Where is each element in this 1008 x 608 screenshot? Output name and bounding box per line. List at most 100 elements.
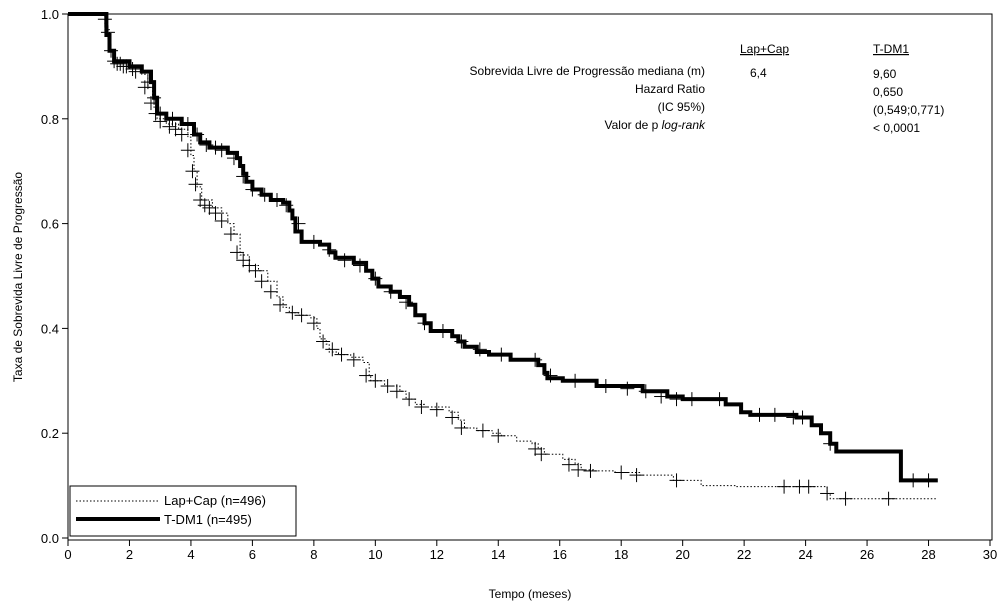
censor-mark bbox=[273, 297, 288, 312]
censor-mark bbox=[629, 468, 644, 483]
censor-mark bbox=[97, 12, 112, 27]
censor-mark bbox=[263, 284, 278, 299]
censor-mark bbox=[242, 258, 257, 273]
censor-mark bbox=[294, 308, 309, 323]
censor-mark bbox=[208, 206, 223, 221]
legend-box bbox=[69, 485, 297, 537]
censor-mark bbox=[190, 127, 205, 142]
censor-mark bbox=[162, 119, 177, 134]
x-tick-label: 26 bbox=[860, 547, 874, 562]
x-tick-label: 4 bbox=[187, 547, 194, 562]
censor-mark bbox=[359, 368, 374, 383]
censor-mark bbox=[116, 59, 131, 74]
censor-mark bbox=[881, 491, 896, 506]
censor-mark bbox=[752, 407, 767, 422]
censor-mark bbox=[402, 392, 417, 407]
censor-mark bbox=[445, 410, 460, 425]
censor-mark bbox=[838, 491, 853, 506]
x-tick-label: 6 bbox=[249, 547, 256, 562]
annotation-table: Lap+Cap T-DM1 Sobrevida Livre de Progres… bbox=[470, 42, 945, 135]
y-tick-label: 0.6 bbox=[41, 217, 59, 232]
legend-label-lapcap: Lap+Cap (n=496) bbox=[164, 493, 266, 508]
series-group bbox=[68, 12, 938, 506]
x-tick-label: 0 bbox=[64, 547, 71, 562]
censor-mark bbox=[236, 169, 251, 184]
y-tick-label: 0.4 bbox=[41, 321, 59, 336]
censor-mark bbox=[414, 400, 429, 414]
x-tick-label: 28 bbox=[921, 547, 935, 562]
annotation-tdm1-value: < 0,0001 bbox=[873, 121, 920, 135]
censor-mark bbox=[654, 389, 669, 404]
censor-mark bbox=[528, 352, 543, 367]
censor-mark bbox=[472, 342, 487, 357]
annotation-row-label: Hazard Ratio bbox=[635, 82, 705, 96]
censor-mark bbox=[180, 143, 195, 158]
legend-label-tdm1: T-DM1 (n=495) bbox=[164, 512, 252, 527]
censor-mark bbox=[202, 200, 217, 215]
annotation-label-prefix: Valor de p bbox=[604, 118, 661, 132]
censor-mark bbox=[614, 465, 629, 480]
censor-mark bbox=[543, 368, 558, 383]
censor-mark bbox=[188, 177, 203, 192]
censor-mark bbox=[214, 143, 229, 158]
censor-mark bbox=[165, 111, 180, 126]
censor-mark bbox=[777, 479, 792, 494]
censor-mark bbox=[712, 392, 727, 407]
censor-mark bbox=[140, 75, 155, 90]
censor-mark bbox=[245, 182, 260, 197]
x-tick-label: 8 bbox=[310, 547, 317, 562]
annotation-tdm1-value: (0,549;0,771) bbox=[873, 103, 944, 117]
censor-mark bbox=[337, 253, 352, 268]
legend: Lap+Cap (n=496) T-DM1 (n=495) bbox=[69, 485, 297, 537]
censor-mark bbox=[316, 334, 331, 349]
censor-mark bbox=[491, 428, 506, 443]
censor-mark bbox=[389, 384, 404, 399]
censor-mark bbox=[801, 479, 816, 494]
censor-mark bbox=[325, 342, 340, 357]
y-axis-label: Taxa de Sobrevida Livre de Progressão bbox=[11, 172, 25, 382]
x-tick-label: 2 bbox=[126, 547, 133, 562]
censor-mark bbox=[561, 457, 576, 472]
annotation-row-label: Valor de p log-rank bbox=[604, 118, 706, 132]
plot-area bbox=[67, 13, 993, 541]
x-tick-label: 22 bbox=[737, 547, 751, 562]
censor-mark bbox=[380, 379, 395, 394]
censor-mark bbox=[795, 410, 810, 425]
censor-mark bbox=[257, 187, 272, 202]
censor-mark bbox=[669, 392, 684, 407]
censor-mark bbox=[346, 352, 361, 367]
censor-mark bbox=[153, 106, 168, 121]
censor-mark bbox=[199, 138, 214, 152]
censor-mark bbox=[528, 441, 543, 456]
censor-mark bbox=[571, 462, 586, 477]
censor-mark bbox=[417, 316, 432, 331]
censor-mark bbox=[180, 117, 195, 132]
annotation-col-header-tdm1: T-DM1 bbox=[873, 42, 909, 56]
x-tick-label: 24 bbox=[798, 547, 812, 562]
annotation-lapcap-value: 6,4 bbox=[750, 66, 767, 80]
censor-mark bbox=[185, 164, 200, 179]
x-tick-label: 20 bbox=[675, 547, 689, 562]
censor-mark bbox=[334, 347, 349, 362]
x-tick-label: 14 bbox=[491, 547, 505, 562]
censor-mark bbox=[494, 347, 509, 362]
series-line-lapcap bbox=[68, 13, 938, 500]
annotation-row-label: Sobrevida Livre de Progressão mediana (m… bbox=[470, 64, 705, 78]
annotation-col-header-lapcap: Lap+Cap bbox=[740, 42, 789, 56]
censor-mark bbox=[906, 473, 921, 488]
censor-mark bbox=[214, 213, 229, 228]
censor-mark bbox=[767, 407, 782, 422]
censor-mark bbox=[230, 245, 245, 260]
censor-mark bbox=[208, 140, 223, 155]
censor-mark bbox=[435, 324, 450, 339]
censor-mark bbox=[921, 473, 936, 488]
censor-mark bbox=[454, 334, 469, 349]
censor-mark bbox=[638, 384, 653, 399]
censor-mark bbox=[454, 420, 469, 435]
censor-mark bbox=[285, 305, 300, 320]
annotation-tdm1-value: 9,60 bbox=[873, 67, 897, 81]
censor-mark bbox=[620, 381, 635, 396]
censor-mark bbox=[598, 379, 613, 394]
axes: 0 2 4 6 8 10 12 14 16 18 20 22 24 26 28 300.00.20.40.60… bbox=[41, 7, 997, 562]
